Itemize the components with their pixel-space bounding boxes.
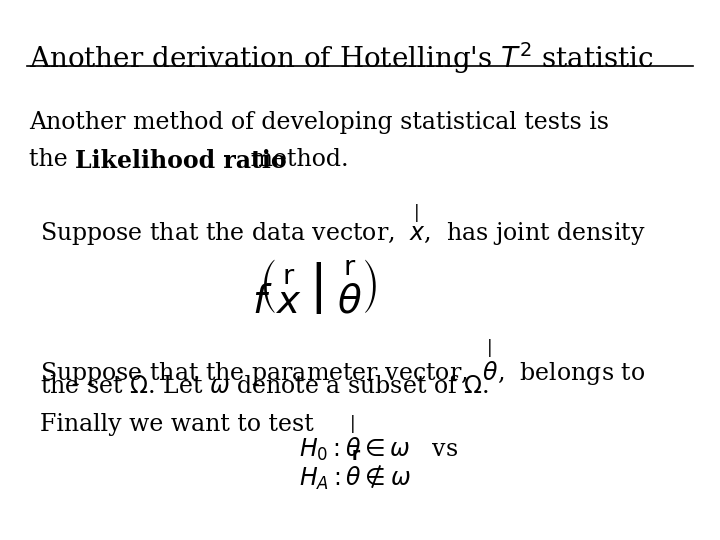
Text: $f\!\left(\overset{\mathsf{r}}{\mathit{x}}\;\middle|\;\overset{\mathsf{r}}{\thet: $f\!\left(\overset{\mathsf{r}}{\mathit{x… bbox=[252, 262, 377, 321]
Text: $H_0 : \overset{|}{\theta} \in \omega$   vs: $H_0 : \overset{|}{\theta} \in \omega$ v… bbox=[299, 413, 458, 464]
Text: Finally we want to test: Finally we want to test bbox=[40, 413, 313, 436]
Text: the set $\Omega$. Let $\omega$ denote a subset of $\Omega$.: the set $\Omega$. Let $\omega$ denote a … bbox=[40, 375, 489, 399]
Text: the: the bbox=[29, 148, 75, 172]
Text: Another method of developing statistical tests is: Another method of developing statistical… bbox=[29, 111, 609, 134]
Text: $H_A : \theta \notin \omega$: $H_A : \theta \notin \omega$ bbox=[299, 463, 410, 491]
Text: Likelihood ratio: Likelihood ratio bbox=[75, 148, 287, 172]
Text: Suppose that the parameter vector,  $\overset{|}{\theta}$,  belongs to: Suppose that the parameter vector, $\ove… bbox=[40, 338, 644, 389]
Text: Suppose that the data vector,  $\overset{|}{\mathit{x}}$,  has joint density: Suppose that the data vector, $\overset{… bbox=[40, 202, 645, 249]
Text: method.: method. bbox=[243, 148, 349, 172]
Text: $\mathbf{r}$: $\mathbf{r}$ bbox=[351, 447, 361, 464]
Text: Another derivation of Hotelling's $\mathit{T}^2$ statistic: Another derivation of Hotelling's $\math… bbox=[29, 40, 654, 76]
